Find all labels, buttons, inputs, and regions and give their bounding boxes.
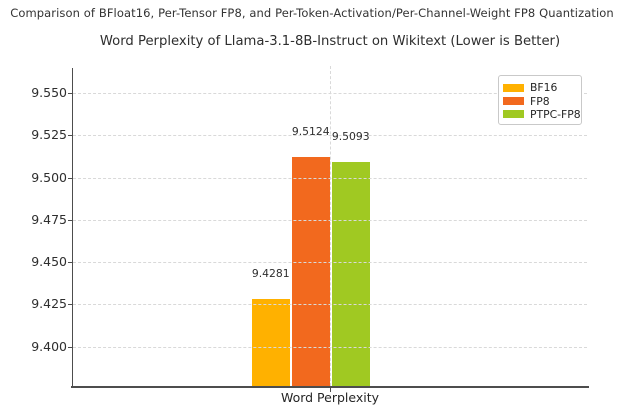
- x-axis-spine: [71, 386, 589, 388]
- y-tick-mark: [68, 135, 72, 137]
- legend-swatch-ptpc-fp8: [503, 110, 524, 119]
- y-tick-label: 9.450: [31, 254, 67, 270]
- legend-label-fp8: FP8: [530, 94, 550, 108]
- legend-entry-ptpc-fp8: PTPC-FP8: [499, 108, 581, 121]
- legend-entry-bf16: BF16: [499, 81, 581, 94]
- legend-swatch-bf16: [503, 83, 524, 92]
- bar-fp8: [291, 156, 330, 386]
- bar-bf16: [251, 299, 290, 386]
- x-axis-label: Word Perplexity: [280, 390, 380, 405]
- y-tick-mark: [68, 304, 72, 306]
- bar-value-label-bf16: 9.4281: [251, 267, 290, 281]
- y-tick-mark: [68, 262, 72, 264]
- y-axis-spine: [72, 68, 73, 386]
- y-tick-label: 9.400: [31, 338, 67, 354]
- y-tick-label: 9.550: [31, 85, 67, 101]
- y-tick-label: 9.525: [31, 127, 67, 143]
- y-tick-mark: [68, 93, 72, 95]
- y-tick-label: 9.475: [31, 211, 67, 227]
- bar-ptpc-fp8: [331, 161, 370, 386]
- y-tick-label: 9.500: [31, 169, 67, 185]
- bar-value-label-fp8: 9.5124: [291, 124, 330, 138]
- y-tick-mark: [68, 346, 72, 348]
- legend-label-ptpc-fp8: PTPC-FP8: [530, 107, 581, 121]
- legend-label-bf16: BF16: [530, 81, 558, 95]
- bar-value-label-ptpc-fp8: 9.5093: [331, 129, 370, 143]
- gridline-vertical: [330, 66, 331, 386]
- legend-swatch-fp8: [503, 97, 524, 106]
- figure-caption: Comparison of BFloat16, Per-Tensor FP8, …: [10, 6, 614, 20]
- y-tick-label: 9.425: [31, 296, 67, 312]
- y-tick-mark: [68, 219, 72, 221]
- chart-title: Word Perplexity of Llama-3.1-8B-Instruct…: [99, 34, 561, 49]
- chart-legend: BF16 FP8 PTPC-FP8: [498, 75, 582, 125]
- perplexity-bar-chart-plot-area: 9.4281 9.5124 9.5093: [71, 66, 589, 388]
- legend-entry-fp8: FP8: [499, 94, 581, 108]
- y-tick-mark: [68, 177, 72, 179]
- x-tick-mark: [330, 388, 331, 392]
